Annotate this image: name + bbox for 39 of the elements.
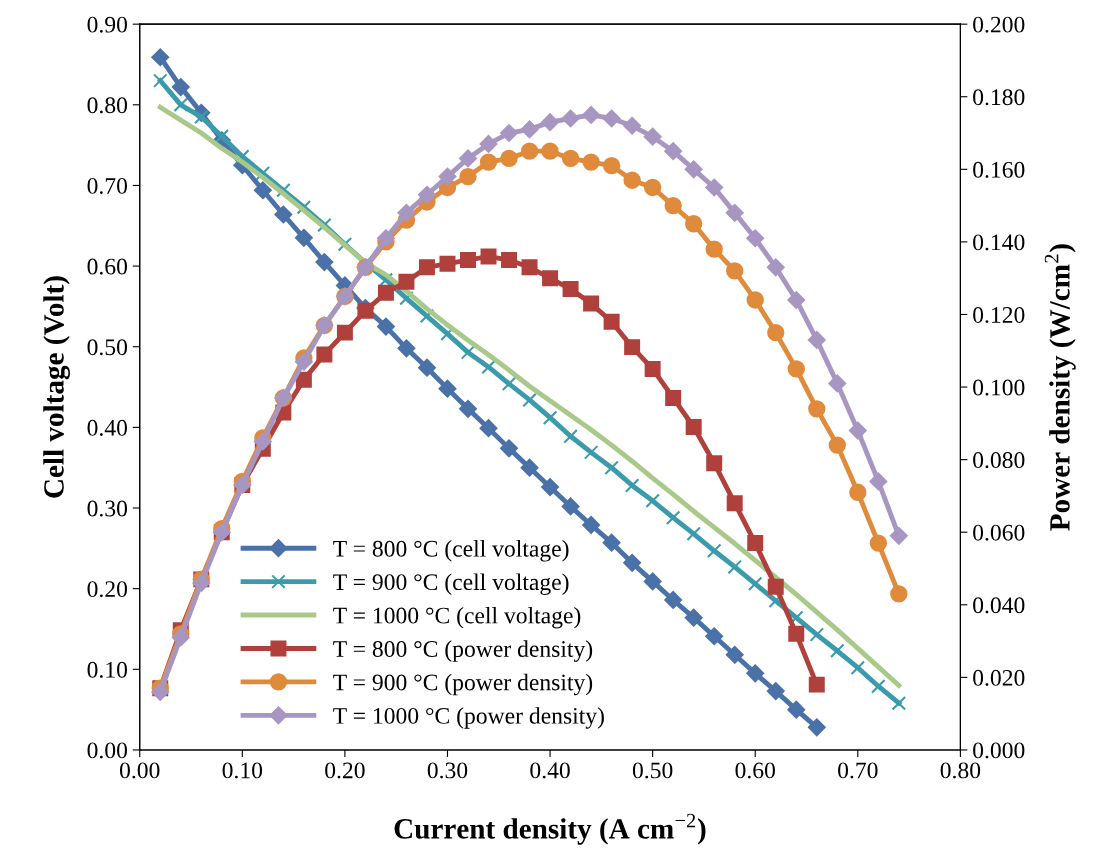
y2-tick-label: 0.160 <box>973 161 1025 178</box>
y2-tick-label: 0.020 <box>973 669 1025 686</box>
y-tick-label: 0.30 <box>87 500 128 517</box>
legend-label: T = 800 °C (cell voltage) <box>333 540 569 562</box>
x-tick-label: 0.30 <box>427 762 468 779</box>
y2-tick-label: 0.000 <box>973 742 1025 759</box>
y2-tick-label: 0.200 <box>973 16 1025 33</box>
legend-label: T = 900 °C (power density) <box>333 673 593 696</box>
y-tick-label: 0.20 <box>87 581 128 598</box>
x-tick-label: 0.10 <box>222 762 263 779</box>
x-axis-title: Current density (A cm$^{−2}$) <box>394 813 706 845</box>
x-tick-label: 0.00 <box>119 762 160 779</box>
legend-label: T = 1000 °C (cell voltage) <box>333 606 581 629</box>
x-tick-label: 0.40 <box>530 762 570 779</box>
y-tick-label: 0.80 <box>87 97 128 114</box>
y-tick-label: 0.90 <box>87 16 128 33</box>
y-tick-label: 0.10 <box>87 661 128 678</box>
y-tick-label: 0.50 <box>87 339 128 356</box>
y2-tick-label: 0.080 <box>973 452 1025 469</box>
y-tick-label: 0.00 <box>87 742 128 759</box>
x-tick-label: 0.80 <box>940 762 981 779</box>
y2-axis-title: Power density (W/cm$^{2}$) <box>1044 244 1076 531</box>
legend-label: T = 900 °C (cell voltage) <box>333 573 569 595</box>
legend-label: T = 800 °C (power density) <box>333 640 593 662</box>
y2-tick-label: 0.100 <box>973 379 1025 396</box>
legend-label: T = 1000 °C (power density) <box>333 707 604 729</box>
y2-tick-label: 0.060 <box>973 524 1025 541</box>
y2-tick-label: 0.180 <box>973 89 1025 106</box>
y-axis-title: Cell voltage (Volt) <box>43 276 70 498</box>
x-tick-label: 0.70 <box>838 762 878 779</box>
x-tick-label: 0.50 <box>632 762 673 779</box>
y-tick-label: 0.40 <box>87 419 128 436</box>
y-tick-label: 0.60 <box>87 258 128 275</box>
y-tick-label: 0.70 <box>87 177 128 194</box>
y2-tick-label: 0.140 <box>973 234 1025 251</box>
y2-tick-label: 0.040 <box>973 597 1025 614</box>
y2-tick-label: 0.120 <box>973 306 1025 323</box>
x-tick-label: 0.20 <box>325 762 365 779</box>
x-tick-label: 0.60 <box>735 762 775 779</box>
